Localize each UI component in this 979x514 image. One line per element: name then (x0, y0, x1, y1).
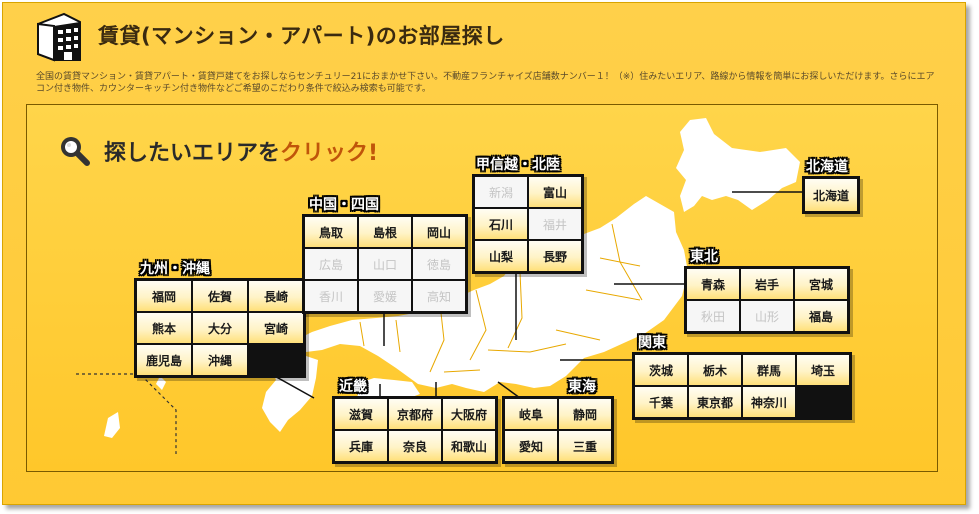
prefecture-button[interactable]: 山梨 (475, 241, 527, 271)
prefecture-button[interactable]: 長野 (529, 241, 581, 271)
prefecture-button[interactable]: 茨城 (635, 355, 687, 385)
prefecture-button[interactable]: 鹿児島 (137, 345, 191, 375)
region-label-chugoku: 中国・四国 (309, 197, 379, 213)
prefecture-button[interactable]: 群馬 (743, 355, 795, 385)
prefecture-button[interactable]: 宮崎 (249, 313, 303, 343)
prefecture-button[interactable]: 神奈川 (743, 387, 795, 417)
prefecture-button[interactable]: 鳥取 (305, 217, 357, 247)
prefecture-button: 秋田 (687, 301, 739, 331)
prefecture-button[interactable]: 三重 (559, 431, 611, 461)
prefecture-button[interactable]: 福岡 (137, 281, 191, 311)
region-grid-kinki: 滋賀 京都府 大阪府兵庫 奈良 和歌山 (332, 396, 498, 464)
map-okinawa (104, 412, 120, 438)
prefecture-button: 香川 (305, 281, 357, 311)
prefecture-button: 新潟 (475, 177, 527, 207)
region-grid-tokai: 岐阜 静岡 愛知 三重 (502, 396, 614, 464)
prefecture-button: 山形 (741, 301, 793, 331)
prefecture-button[interactable]: 奈良 (389, 431, 441, 461)
prefecture-button[interactable]: 佐賀 (193, 281, 247, 311)
prefecture-button[interactable]: 沖縄 (193, 345, 247, 375)
region-grid-kyushu: 福岡 佐賀 長崎熊本 大分 宮崎鹿児島 沖縄 (134, 278, 306, 378)
prefecture-button[interactable]: 愛知 (505, 431, 557, 461)
prefecture-button[interactable]: 岐阜 (505, 399, 557, 429)
prefecture-button[interactable]: 長崎 (249, 281, 303, 311)
region-label-kinki: 近畿 (339, 379, 367, 395)
prefecture-button[interactable]: 宮城 (795, 269, 847, 299)
prefecture-button[interactable]: 島根 (359, 217, 411, 247)
prefecture-button[interactable]: 栃木 (689, 355, 741, 385)
page-title: 賃貸(マンション・アパート)のお部屋探し (98, 24, 505, 48)
okinawa-inset-border (76, 373, 177, 454)
headline-text: 探したいエリアを (104, 141, 281, 166)
headline-accent: クリック (280, 141, 369, 166)
region-label-tohoku: 東北 (690, 249, 718, 265)
map-hokkaido (676, 118, 800, 212)
prefecture-button: 山口 (359, 249, 411, 279)
headline-mark: ! (368, 141, 379, 166)
prefecture-button: 福井 (529, 209, 581, 239)
region-label-koshinetsu: 甲信越・北陸 (476, 157, 560, 173)
region-grid-kanto: 茨城 栃木 群馬 埼玉千葉 東京都 神奈川 (632, 352, 852, 420)
building-icon (37, 12, 81, 62)
prefecture-button[interactable]: 京都府 (389, 399, 441, 429)
magnifier-icon (61, 137, 90, 166)
region-grid-koshinetsu: 新潟 富山 石川 福井 山梨 長野 (472, 174, 584, 274)
prefecture-button[interactable]: 東京都 (689, 387, 741, 417)
region-label-kanto: 関東 (638, 335, 666, 351)
region-label-kyushu: 九州・沖縄 (140, 261, 210, 277)
prefecture-button: 徳島 (413, 249, 465, 279)
prefecture-button[interactable]: 埼玉 (797, 355, 849, 385)
prefecture-button[interactable]: 滋賀 (335, 399, 387, 429)
prefecture-button[interactable]: 和歌山 (443, 431, 495, 461)
prefecture-button[interactable]: 大分 (193, 313, 247, 343)
region-label-hokkaido: 北海道 (806, 159, 848, 175)
prefecture-button[interactable]: 大阪府 (443, 399, 495, 429)
page-description: 全国の賃貸マンション・賃貸アパート・賃貸戸建てをお探しならセンチュリー21におま… (36, 72, 935, 94)
prefecture-button[interactable]: 青森 (687, 269, 739, 299)
prefecture-button: 広島 (305, 249, 357, 279)
prefecture-button[interactable]: 福島 (795, 301, 847, 331)
prefecture-button[interactable]: 静岡 (559, 399, 611, 429)
prefecture-button[interactable]: 岩手 (741, 269, 793, 299)
prefecture-button[interactable]: 岡山 (413, 217, 465, 247)
map-honshu (296, 196, 688, 392)
region-grid-chugoku: 鳥取 島根 岡山広島 山口 徳島香川 愛媛 高知 (302, 214, 468, 314)
prefecture-button[interactable]: 富山 (529, 177, 581, 207)
prefecture-button: 愛媛 (359, 281, 411, 311)
map-headline: 探したいエリアをクリック! (104, 135, 378, 167)
prefecture-button[interactable]: 兵庫 (335, 431, 387, 461)
region-grid-hokkaido: 北海道 (802, 176, 860, 214)
prefecture-button[interactable]: 千葉 (635, 387, 687, 417)
prefecture-button[interactable]: 北海道 (805, 179, 857, 211)
prefecture-button[interactable]: 熊本 (137, 313, 191, 343)
region-label-tokai: 東海 (568, 379, 596, 395)
prefecture-button: 高知 (413, 281, 465, 311)
prefecture-button[interactable]: 石川 (475, 209, 527, 239)
region-grid-tohoku: 青森 岩手 宮城秋田 山形 福島 (684, 266, 850, 334)
